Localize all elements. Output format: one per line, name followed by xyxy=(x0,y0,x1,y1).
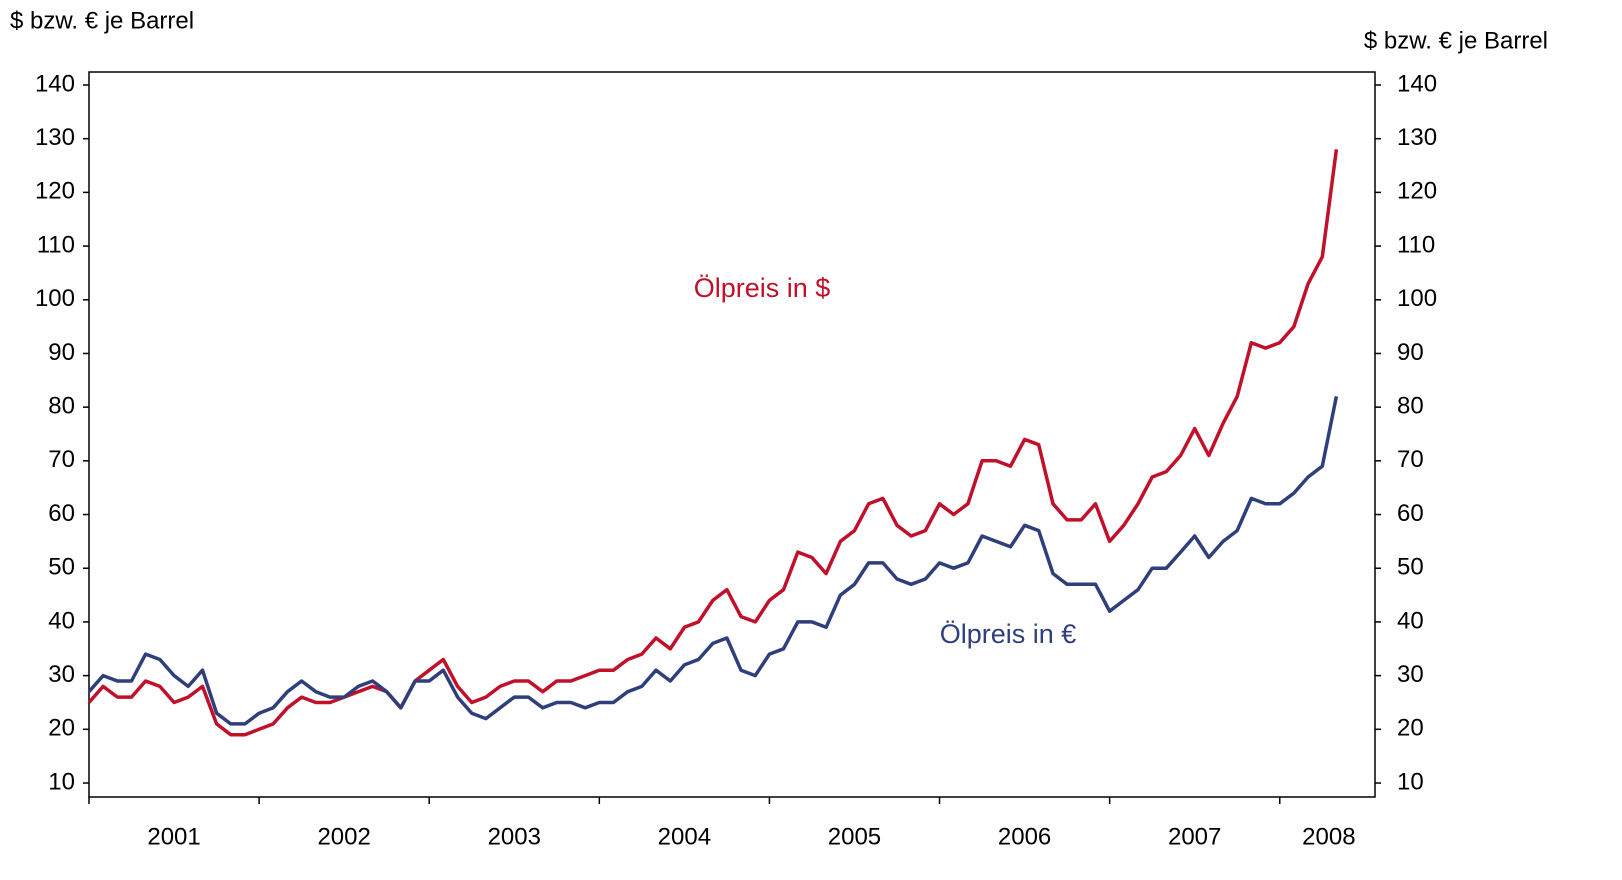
x-tick-label: 2002 xyxy=(317,823,370,850)
plot-frame xyxy=(88,71,1376,798)
y2-tick-label: 60 xyxy=(1397,500,1424,527)
annotation: Ölpreis in € xyxy=(940,619,1077,649)
y2-tick-label: 30 xyxy=(1397,661,1424,688)
x-tick-label: 2006 xyxy=(998,823,1051,850)
y2-tick-label: 10 xyxy=(1397,768,1424,795)
y-tick-label: 140 xyxy=(35,70,75,97)
y-axis-label: $ bzw. € je Barrel xyxy=(10,7,194,34)
y2-tick-label: 100 xyxy=(1397,285,1437,312)
y-tick-label: 130 xyxy=(35,124,75,151)
series-line xyxy=(87,396,1339,726)
y-tick-label: 90 xyxy=(48,339,75,366)
y-tick-label: 80 xyxy=(48,392,75,419)
y2-tick-label: 40 xyxy=(1397,607,1424,634)
series-line xyxy=(87,149,1339,737)
y-tick-label: 110 xyxy=(37,231,75,258)
y-tick-label: 10 xyxy=(48,768,75,795)
y2-axis-label: $ bzw. € je Barrel xyxy=(1364,27,1548,54)
y-tick-label: 20 xyxy=(48,715,75,742)
y-tick-label: 40 xyxy=(48,607,75,634)
y-tick-label: 70 xyxy=(48,446,75,473)
x-tick-label: 2008 xyxy=(1302,823,1355,850)
y2-tick-label: 120 xyxy=(1397,178,1437,205)
y-tick-label: 100 xyxy=(35,285,75,312)
x-tick-label: 2007 xyxy=(1168,823,1221,850)
y-tick-label: 50 xyxy=(48,554,75,581)
y-tick-label: 60 xyxy=(48,500,75,527)
x-tick-label: 2001 xyxy=(147,823,200,850)
y2-tick-label: 90 xyxy=(1397,339,1424,366)
y2-tick-label: 80 xyxy=(1397,392,1424,419)
x-tick-label: 2003 xyxy=(488,823,541,850)
y2-tick-label: 110 xyxy=(1397,231,1435,258)
annotation: Ölpreis in $ xyxy=(694,273,831,303)
y2-tick-label: 130 xyxy=(1397,124,1437,151)
y2-tick-label: 50 xyxy=(1397,554,1424,581)
x-tick-label: 2005 xyxy=(828,823,881,850)
y2-tick-label: 20 xyxy=(1397,715,1424,742)
y-tick-label: 120 xyxy=(35,178,75,205)
y2-tick-label: 140 xyxy=(1397,70,1437,97)
y-tick-label: 30 xyxy=(48,661,75,688)
x-tick-label: 2004 xyxy=(658,823,711,850)
y2-tick-label: 70 xyxy=(1397,446,1424,473)
